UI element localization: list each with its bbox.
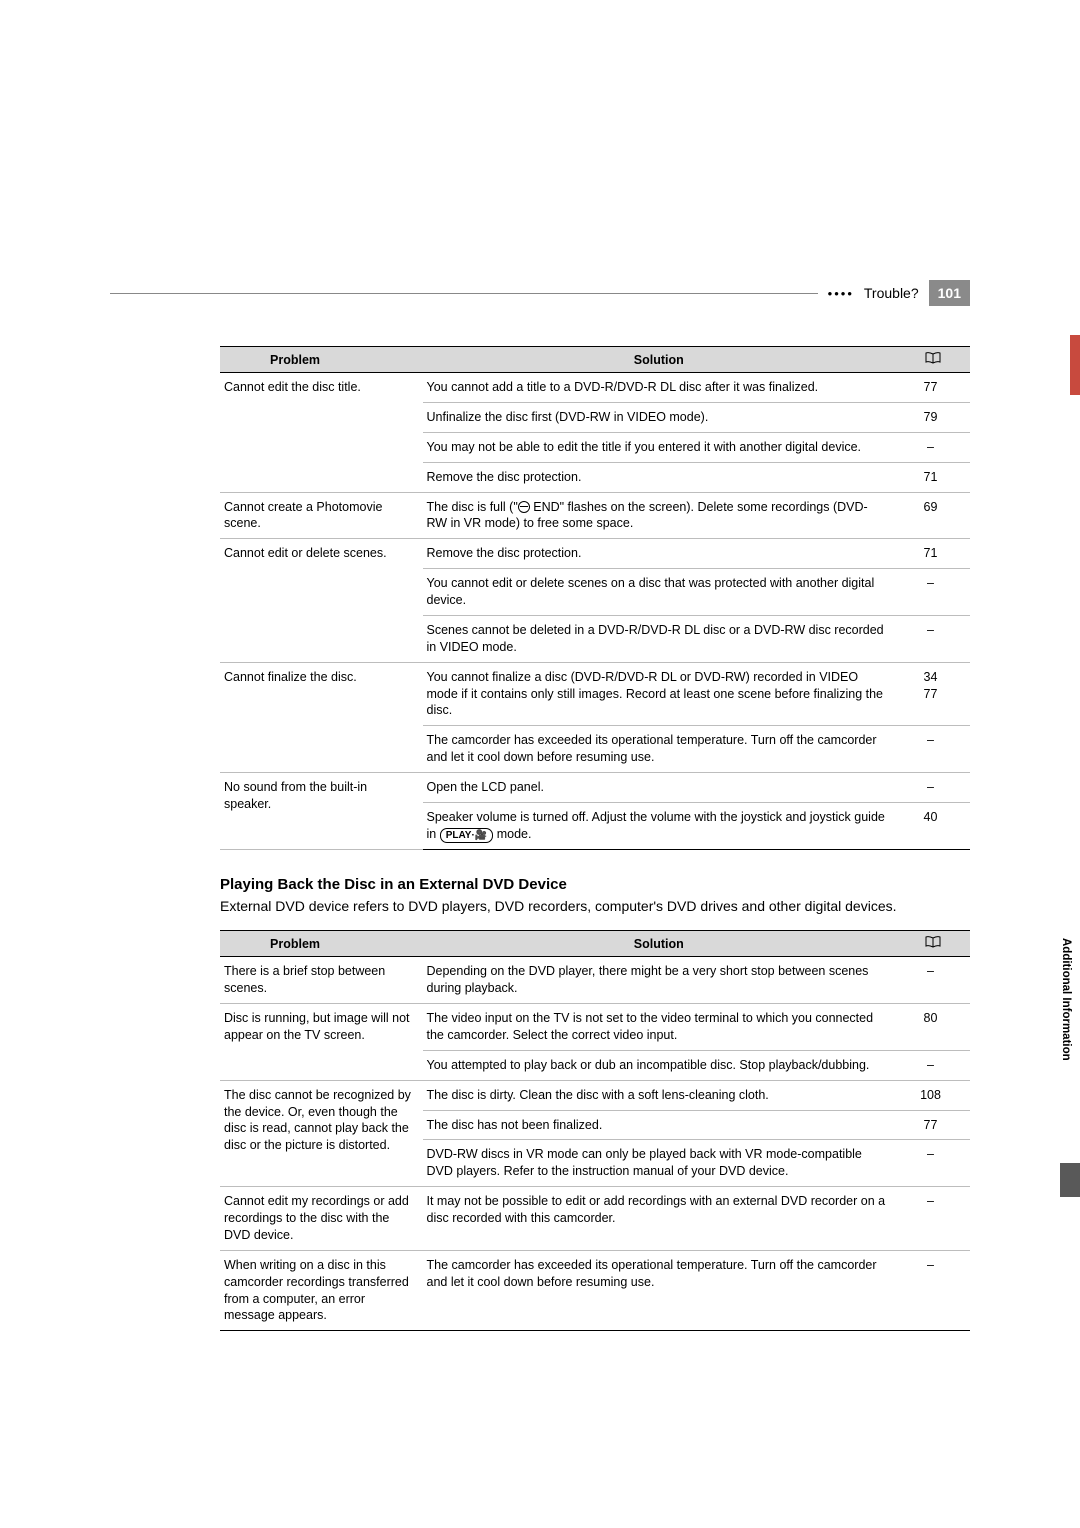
table-row: The disc cannot be recognized by the dev…: [220, 1080, 970, 1110]
cell-problem: There is a brief stop between scenes.: [220, 957, 423, 1004]
cell-problem: Cannot edit my recordings or add recordi…: [220, 1187, 423, 1251]
cell-solution: You may not be able to edit the title if…: [423, 432, 896, 462]
cell-solution: You cannot add a title to a DVD-R/DVD-R …: [423, 373, 896, 403]
th-solution: Solution: [423, 347, 896, 373]
troubleshoot-table-1: Problem Solution Cannot edit the disc ti…: [220, 346, 970, 850]
header-rule: [110, 293, 818, 294]
cell-solution: It may not be possible to edit or add re…: [423, 1187, 896, 1251]
cell-ref: 77: [895, 373, 970, 403]
cell-ref: –: [895, 1050, 970, 1080]
th-problem: Problem: [220, 347, 423, 373]
table-row: Cannot edit the disc title. You cannot a…: [220, 373, 970, 403]
cell-problem: When writing on a disc in this camcorder…: [220, 1250, 423, 1331]
th-solution: Solution: [423, 931, 896, 957]
cell-ref: –: [895, 569, 970, 616]
cell-solution: You cannot finalize a disc (DVD-R/DVD-R …: [423, 662, 896, 726]
page-content: •••• Trouble? 101 Problem Solution Canno…: [0, 0, 1080, 1417]
page-header: •••• Trouble? 101: [220, 280, 970, 306]
th-ref-icon: [895, 931, 970, 957]
cell-solution: Remove the disc protection.: [423, 462, 896, 492]
cell-solution: The disc is full (" END" flashes on the …: [423, 492, 896, 539]
disc-end-icon: [518, 501, 530, 513]
cell-solution: Open the LCD panel.: [423, 773, 896, 803]
cell-problem: Cannot finalize the disc.: [220, 662, 423, 772]
cell-solution: Remove the disc protection.: [423, 539, 896, 569]
cell-ref: –: [895, 1250, 970, 1331]
cell-ref: 71: [895, 462, 970, 492]
cell-solution: You cannot edit or delete scenes on a di…: [423, 569, 896, 616]
table-row: When writing on a disc in this camcorder…: [220, 1250, 970, 1331]
cell-problem: Disc is running, but image will not appe…: [220, 1004, 423, 1081]
cell-solution: The camcorder has exceeded its operation…: [423, 1250, 896, 1331]
cell-ref: –: [895, 1140, 970, 1187]
page-number: 101: [929, 280, 970, 306]
cell-ref: –: [895, 615, 970, 662]
table-row: Cannot create a Photomovie scene. The di…: [220, 492, 970, 539]
cell-problem: Cannot edit or delete scenes.: [220, 539, 423, 662]
section-intro: External DVD device refers to DVD player…: [220, 897, 970, 917]
cell-solution: Unfinalize the disc first (DVD-RW in VID…: [423, 402, 896, 432]
cell-solution: The video input on the TV is not set to …: [423, 1004, 896, 1051]
table-row: Cannot edit my recordings or add recordi…: [220, 1187, 970, 1251]
table-row: There is a brief stop between scenes. De…: [220, 957, 970, 1004]
play-mode-icon: PLAY·🎥: [440, 828, 494, 843]
th-ref-icon: [895, 347, 970, 373]
book-icon: [925, 936, 941, 948]
cell-ref: –: [895, 432, 970, 462]
table1-body: Cannot edit the disc title. You cannot a…: [220, 373, 970, 850]
cell-ref: 79: [895, 402, 970, 432]
cell-ref: –: [895, 726, 970, 773]
cell-solution: The disc has not been finalized.: [423, 1110, 896, 1140]
cell-solution: You attempted to play back or dub an inc…: [423, 1050, 896, 1080]
cell-ref: 40: [895, 802, 970, 849]
troubleshoot-table-2: Problem Solution There is a brief stop b…: [220, 930, 970, 1331]
table-row: Disc is running, but image will not appe…: [220, 1004, 970, 1051]
cell-ref: 108: [895, 1080, 970, 1110]
table-row: Cannot finalize the disc. You cannot fin…: [220, 662, 970, 726]
cell-solution: DVD-RW discs in VR mode can only be play…: [423, 1140, 896, 1187]
cell-ref: 34 77: [895, 662, 970, 726]
cell-problem: Cannot create a Photomovie scene.: [220, 492, 423, 539]
cell-ref: 71: [895, 539, 970, 569]
cell-ref: –: [895, 773, 970, 803]
table2-body: There is a brief stop between scenes. De…: [220, 957, 970, 1331]
section-title: Playing Back the Disc in an External DVD…: [220, 876, 970, 893]
cell-solution: Depending on the DVD player, there might…: [423, 957, 896, 1004]
cell-ref: 77: [895, 1110, 970, 1140]
cell-problem: The disc cannot be recognized by the dev…: [220, 1080, 423, 1187]
header-section-label: Trouble?: [864, 285, 919, 301]
table-row: No sound from the built-in speaker. Open…: [220, 773, 970, 803]
cell-ref: 69: [895, 492, 970, 539]
cell-solution: The camcorder has exceeded its operation…: [423, 726, 896, 773]
header-dots: ••••: [828, 286, 854, 301]
cell-solution: Scenes cannot be deleted in a DVD-R/DVD-…: [423, 615, 896, 662]
cell-problem: No sound from the built-in speaker.: [220, 773, 423, 850]
table-row: Cannot edit or delete scenes. Remove the…: [220, 539, 970, 569]
book-icon: [925, 352, 941, 364]
cell-solution: The disc is dirty. Clean the disc with a…: [423, 1080, 896, 1110]
cell-ref: –: [895, 1187, 970, 1251]
th-problem: Problem: [220, 931, 423, 957]
cell-ref: –: [895, 957, 970, 1004]
cell-ref: 80: [895, 1004, 970, 1051]
cell-problem: Cannot edit the disc title.: [220, 373, 423, 493]
cell-solution: Speaker volume is turned off. Adjust the…: [423, 802, 896, 849]
